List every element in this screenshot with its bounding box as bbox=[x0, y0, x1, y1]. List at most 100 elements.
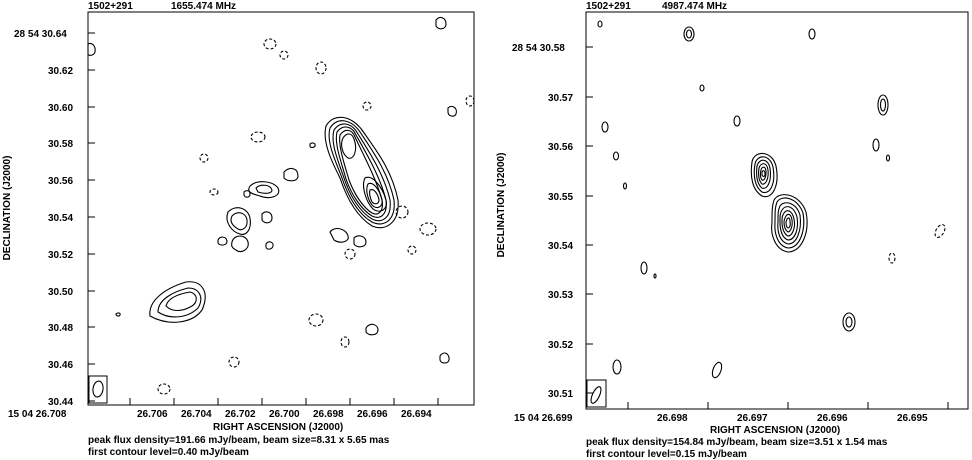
ytick-label: 30.56 bbox=[548, 142, 573, 153]
contour-line bbox=[758, 163, 769, 185]
contour-line bbox=[885, 154, 891, 162]
contour-line bbox=[750, 152, 778, 198]
ytick-label-top-right: 28 54 30.58 bbox=[512, 43, 565, 54]
negative-contour bbox=[362, 101, 372, 111]
contour-line bbox=[597, 20, 603, 28]
ytick-label-top-left: 28 54 30.64 bbox=[14, 29, 67, 40]
ytick-label: 30.52 bbox=[48, 250, 73, 261]
negative-contour bbox=[419, 222, 437, 236]
negative-contour bbox=[209, 188, 219, 196]
xtick-label: 26.696 bbox=[817, 413, 848, 424]
ytick-label: 30.53 bbox=[548, 290, 573, 301]
negative-contour bbox=[315, 61, 327, 75]
contour-line bbox=[329, 227, 349, 243]
ytick-label: 30.58 bbox=[48, 139, 73, 150]
beam-box bbox=[586, 379, 607, 408]
y-ticks-right bbox=[586, 46, 593, 394]
contours-main-jet-left bbox=[324, 116, 399, 229]
contour-line bbox=[328, 120, 395, 225]
contour-line bbox=[309, 142, 316, 149]
x-axis-label-left: RIGHT ASCENSION (J2000) bbox=[213, 422, 343, 433]
xtick-label: 26.702 bbox=[225, 409, 256, 420]
ytick-label: 30.46 bbox=[48, 360, 73, 371]
contour-line bbox=[781, 210, 796, 237]
x-axis-label-right: RIGHT ASCENSION (J2000) bbox=[710, 425, 840, 436]
contour-line bbox=[248, 181, 280, 199]
contour-line bbox=[324, 116, 399, 229]
contour-line bbox=[879, 98, 887, 112]
source-name-left: 1502+291 bbox=[88, 1, 133, 12]
contour-line bbox=[753, 156, 775, 194]
first-contour-left: first contour level=0.40 mJy/beam bbox=[88, 447, 249, 458]
contour-line bbox=[771, 194, 808, 253]
contour-line bbox=[759, 166, 767, 181]
contour-line bbox=[335, 126, 387, 218]
frequency-right: 4987.474 MHz bbox=[662, 1, 727, 12]
contour-line bbox=[808, 28, 816, 40]
contour-line bbox=[756, 159, 771, 189]
xtick-label: 26.696 bbox=[357, 409, 388, 420]
ytick-label: 30.52 bbox=[548, 340, 573, 351]
contour-line bbox=[872, 138, 880, 152]
contour-line bbox=[149, 281, 206, 323]
contour-line bbox=[366, 182, 383, 209]
contour-line bbox=[115, 312, 121, 317]
beam-indicator-right bbox=[586, 379, 607, 408]
contours-negative-right bbox=[888, 224, 946, 264]
first-contour-right: first contour level=0.15 mJy/beam bbox=[586, 449, 747, 460]
contour-line bbox=[783, 213, 793, 233]
contour-line bbox=[226, 207, 251, 235]
plot-frame-right bbox=[585, 11, 969, 410]
contour-line bbox=[439, 352, 450, 364]
contour-line bbox=[842, 312, 856, 332]
contour-line bbox=[612, 359, 622, 375]
contour-line bbox=[683, 26, 695, 42]
negative-contour bbox=[279, 50, 289, 60]
beam-indicator-left bbox=[88, 375, 108, 404]
ytick-label: 30.44 bbox=[48, 397, 73, 408]
source-name-right: 1502+291 bbox=[586, 1, 631, 12]
ytick-label: 30.57 bbox=[548, 93, 573, 104]
beam-ellipse bbox=[92, 380, 104, 398]
y-axis-label-right: DECLINATION (J2000) bbox=[496, 153, 507, 258]
contour-line bbox=[685, 29, 693, 39]
negative-contour bbox=[308, 313, 324, 327]
xtick-label: 26.694 bbox=[401, 409, 432, 420]
negative-contour bbox=[157, 383, 171, 395]
contour-line bbox=[845, 316, 853, 328]
contour-line bbox=[777, 202, 801, 245]
ytick-label: 30.50 bbox=[48, 287, 73, 298]
frequency-left: 1655.474 MHz bbox=[171, 1, 236, 12]
contour-line bbox=[165, 291, 197, 312]
contour-line bbox=[230, 212, 248, 231]
negative-contour bbox=[250, 131, 266, 143]
contour-line bbox=[231, 235, 249, 253]
contour-line bbox=[877, 94, 889, 116]
beam-box bbox=[88, 375, 108, 404]
contours-component-north-right bbox=[750, 152, 778, 198]
peak-flux-left: peak flux density=191.66 mJy/beam, beam … bbox=[88, 435, 390, 446]
ytick-label: 30.48 bbox=[48, 323, 73, 334]
negative-contour bbox=[934, 224, 946, 238]
xtick-label-first-left: 15 04 26.708 bbox=[8, 409, 67, 420]
contour-line bbox=[332, 123, 391, 222]
panel-1655mhz: 1502+291 1655.474 MHz 28 54 30.64 30.62 … bbox=[2, 1, 475, 458]
contour-line bbox=[435, 16, 447, 30]
negative-contour bbox=[199, 153, 209, 163]
xtick-label: 26.695 bbox=[897, 413, 928, 424]
ytick-label: 30.54 bbox=[48, 213, 73, 224]
negative-contour bbox=[263, 38, 277, 50]
contour-line bbox=[447, 105, 457, 117]
contour-line bbox=[612, 151, 620, 161]
contour-line bbox=[601, 121, 609, 133]
contour-line bbox=[365, 323, 379, 336]
xtick-label: 26.698 bbox=[313, 409, 344, 420]
contour-line bbox=[255, 184, 273, 194]
contour-line bbox=[353, 235, 367, 248]
contour-line bbox=[341, 133, 357, 159]
contour-line bbox=[733, 115, 741, 127]
contour-line bbox=[363, 176, 387, 212]
ytick-label: 30.62 bbox=[48, 66, 73, 77]
ytick-label: 30.60 bbox=[48, 103, 73, 114]
